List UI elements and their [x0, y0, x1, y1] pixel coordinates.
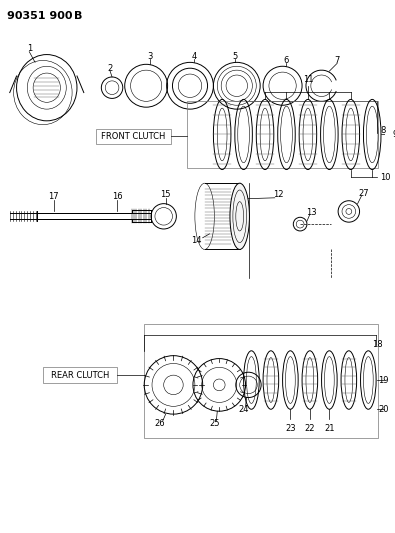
- Text: 15: 15: [160, 190, 171, 199]
- Text: 3: 3: [147, 52, 153, 61]
- Text: 7: 7: [335, 56, 340, 65]
- Text: 24: 24: [238, 405, 249, 414]
- Text: REAR CLUTCH: REAR CLUTCH: [51, 370, 109, 379]
- Text: 6: 6: [284, 56, 289, 65]
- Ellipse shape: [230, 183, 250, 249]
- Text: 19: 19: [378, 376, 389, 384]
- Text: 20: 20: [378, 405, 389, 414]
- Text: 11: 11: [303, 75, 313, 84]
- Text: 18: 18: [372, 341, 382, 350]
- Text: 9: 9: [393, 130, 395, 139]
- Text: 14: 14: [192, 236, 202, 245]
- Bar: [43, 367, 117, 383]
- Text: 26: 26: [154, 419, 165, 429]
- Text: B: B: [74, 11, 83, 21]
- Text: 23: 23: [285, 424, 296, 433]
- Text: 16: 16: [112, 192, 122, 201]
- Bar: [187, 101, 378, 167]
- Text: 27: 27: [358, 189, 369, 198]
- Text: 13: 13: [307, 208, 317, 217]
- Text: 25: 25: [209, 419, 220, 429]
- Text: 17: 17: [48, 192, 59, 201]
- Text: 4: 4: [191, 52, 197, 61]
- Text: 5: 5: [232, 52, 237, 61]
- Bar: [96, 128, 171, 144]
- Text: 90351 900: 90351 900: [7, 11, 72, 21]
- Text: 10: 10: [380, 173, 390, 182]
- Bar: [144, 324, 378, 439]
- Text: 8: 8: [380, 126, 386, 135]
- Text: 21: 21: [324, 424, 335, 433]
- Text: FRONT CLUTCH: FRONT CLUTCH: [101, 132, 166, 141]
- Text: 22: 22: [305, 424, 315, 433]
- Text: 12: 12: [273, 190, 284, 199]
- Text: 1: 1: [26, 44, 32, 53]
- Text: 2: 2: [107, 64, 113, 72]
